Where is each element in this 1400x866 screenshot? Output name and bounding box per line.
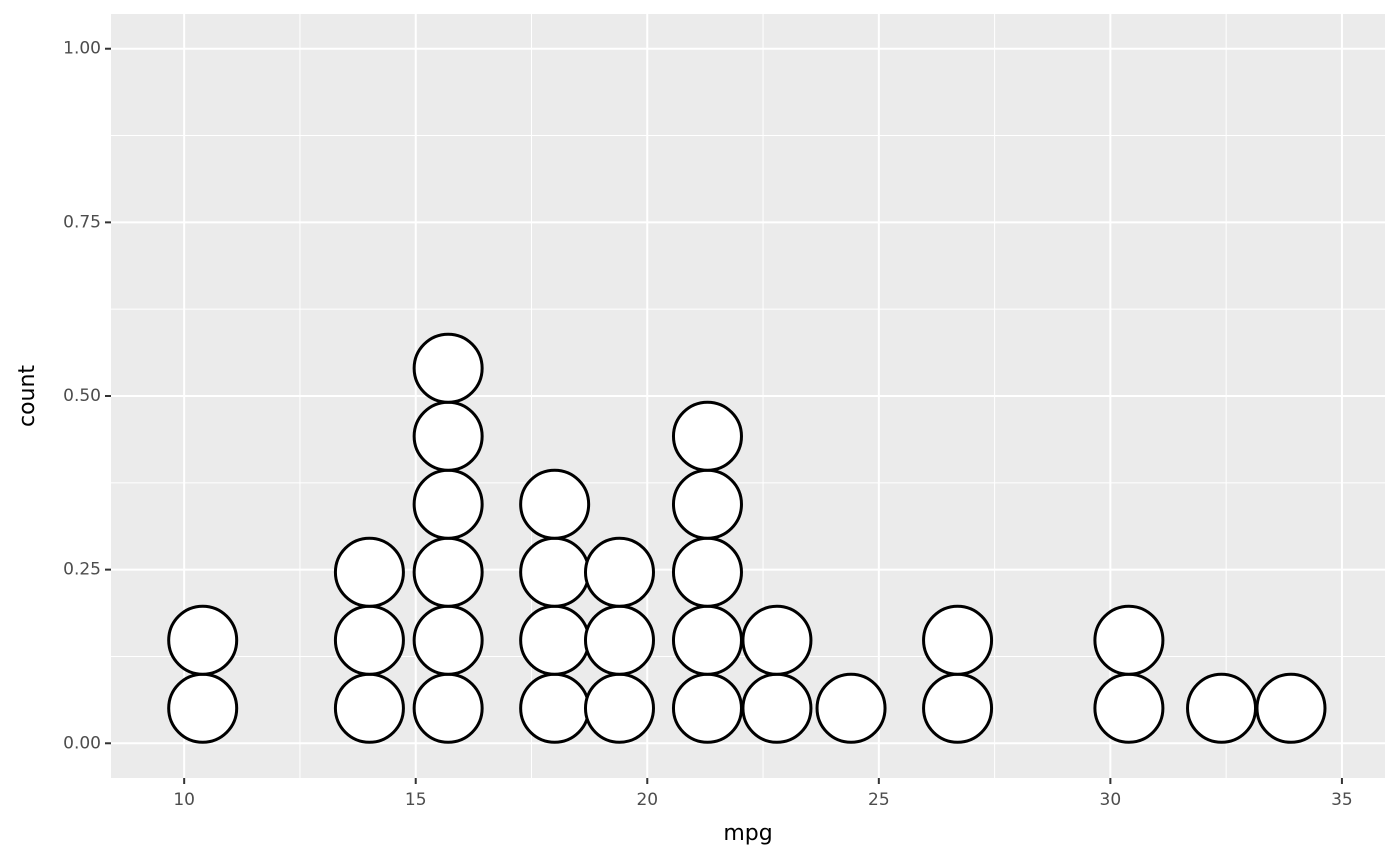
y-tick-label: 0.50 [63, 386, 101, 406]
x-tick-label: 10 [173, 790, 195, 810]
dot [412, 468, 484, 540]
dot [671, 468, 743, 540]
dot [519, 672, 591, 744]
x-tick-label: 30 [1100, 790, 1122, 810]
dot [671, 672, 743, 744]
y-axis-title: count [15, 365, 40, 427]
dot [412, 400, 484, 472]
x-tick-label: 25 [868, 790, 890, 810]
dot [671, 400, 743, 472]
dot [1186, 672, 1258, 744]
dot [741, 672, 813, 744]
dot [583, 536, 655, 608]
dot [412, 672, 484, 744]
dot [1255, 672, 1327, 744]
y-tick-label: 0.75 [63, 212, 101, 232]
x-tick-label: 15 [405, 790, 427, 810]
dot [671, 604, 743, 676]
y-tick-label: 1.00 [63, 39, 101, 59]
dot [519, 468, 591, 540]
y-tick-label: 0.25 [63, 560, 101, 580]
dot [519, 604, 591, 676]
x-tick-label: 35 [1331, 790, 1353, 810]
dot [815, 672, 887, 744]
y-tick-label: 0.00 [63, 733, 101, 753]
dot [412, 604, 484, 676]
dot [1093, 604, 1165, 676]
x-tick-label: 20 [636, 790, 658, 810]
dot [922, 604, 994, 676]
dot [412, 536, 484, 608]
x-axis-title: mpg [723, 821, 772, 846]
dot [583, 604, 655, 676]
dot [167, 604, 239, 676]
dot [519, 536, 591, 608]
dot [583, 672, 655, 744]
dot [922, 672, 994, 744]
dot [333, 536, 405, 608]
dot [412, 332, 484, 404]
dot [1093, 672, 1165, 744]
dot [333, 672, 405, 744]
dot [333, 604, 405, 676]
dot [741, 604, 813, 676]
dot [671, 536, 743, 608]
dot [167, 672, 239, 744]
